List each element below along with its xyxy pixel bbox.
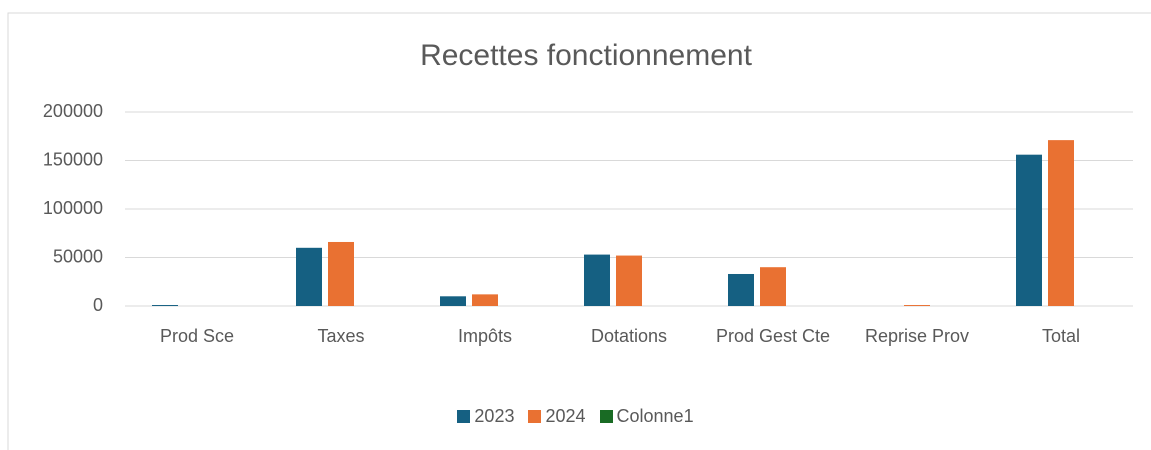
bar <box>584 254 610 306</box>
y-tick-label: 200000 <box>43 101 103 121</box>
legend-item: 2024 <box>528 406 586 427</box>
chart-frame <box>7 12 1151 450</box>
bar <box>152 305 178 306</box>
y-tick-label: 0 <box>93 295 103 315</box>
x-tick-label: Reprise Prov <box>864 326 970 346</box>
bar <box>728 273 754 306</box>
legend-item: Colonne1 <box>599 406 694 427</box>
legend-label: 2023 <box>474 406 515 426</box>
x-tick-label: Prod Sce <box>159 326 235 346</box>
bar <box>616 255 642 306</box>
x-tick-label: Impôts <box>457 326 513 346</box>
x-tick-label: Prod Gest Cte <box>715 326 831 346</box>
legend: 2023 2024 Colonne1 <box>0 406 1151 427</box>
legend-swatch <box>528 410 542 423</box>
chart-title: Recettes fonctionnement <box>420 39 753 72</box>
x-tick-label: Taxes <box>317 326 365 346</box>
legend-swatch <box>457 410 471 423</box>
y-tick-label: 150000 <box>43 149 103 169</box>
x-tick-label: Total <box>1041 326 1081 346</box>
legend-swatch <box>599 410 613 423</box>
legend-label: 2024 <box>545 406 586 426</box>
legend-item: 2023 <box>457 406 514 427</box>
legend-label: Colonne1 <box>616 406 694 426</box>
bar <box>1048 140 1074 306</box>
bar <box>760 267 786 306</box>
bar <box>472 294 498 306</box>
y-tick-label: 50000 <box>53 246 103 266</box>
bar <box>328 241 354 306</box>
bar <box>1016 154 1042 306</box>
bar <box>904 305 930 306</box>
bar <box>296 247 322 306</box>
bar <box>440 296 466 306</box>
y-tick-label: 100000 <box>43 198 103 218</box>
x-tick-label: Dotations <box>590 326 668 346</box>
